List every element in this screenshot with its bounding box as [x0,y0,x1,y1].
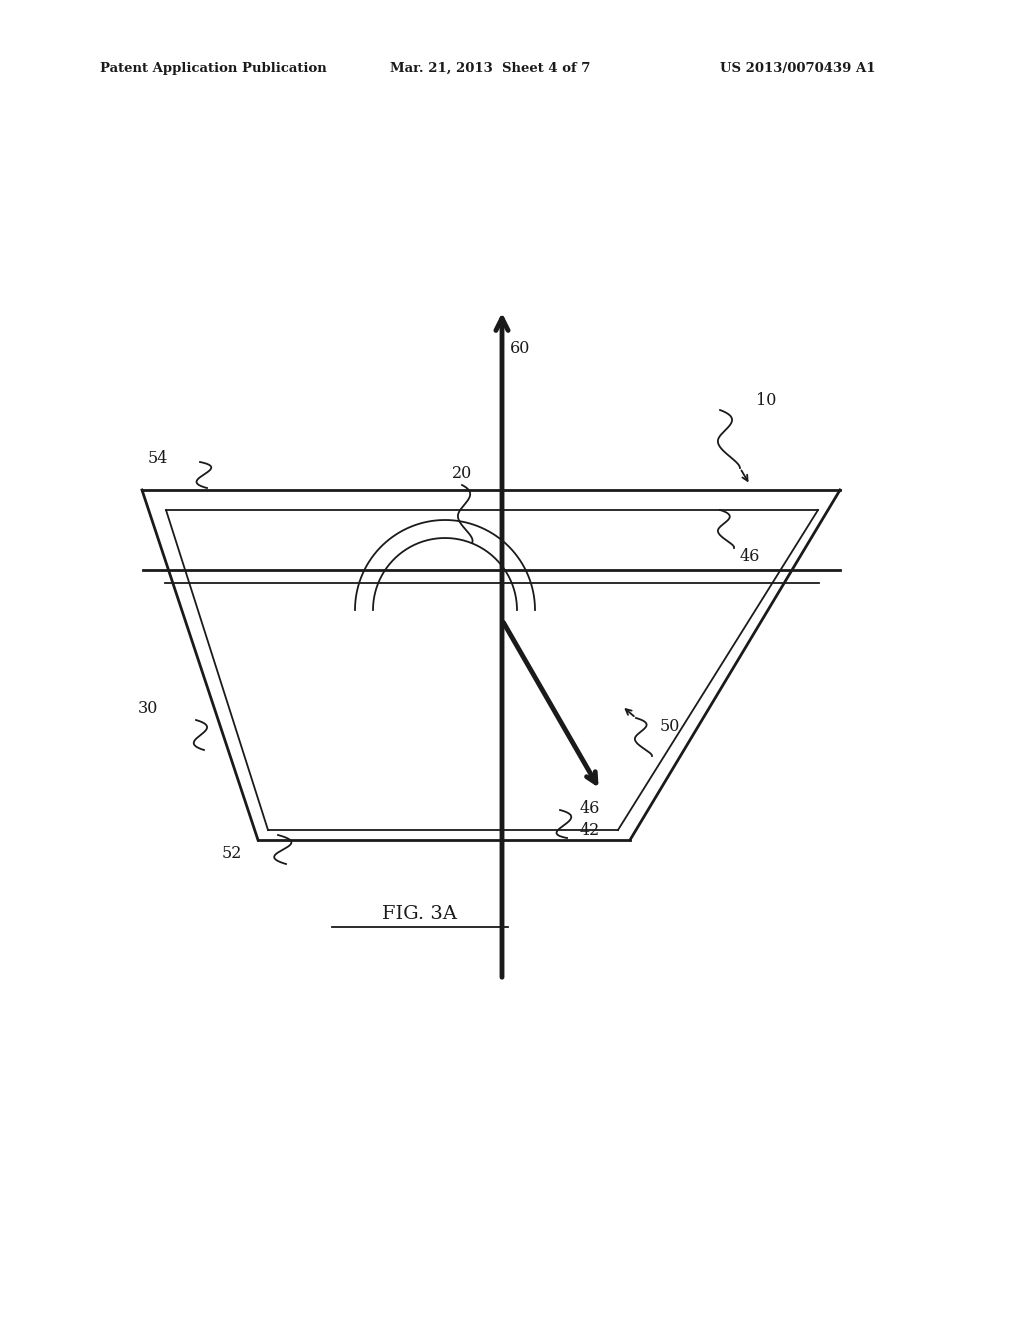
Text: 30: 30 [138,700,159,717]
Text: FIG. 3A: FIG. 3A [383,906,458,923]
Text: 50: 50 [660,718,680,735]
Text: 54: 54 [148,450,168,467]
Text: Patent Application Publication: Patent Application Publication [100,62,327,75]
Text: US 2013/0070439 A1: US 2013/0070439 A1 [720,62,876,75]
Text: 42: 42 [580,822,600,840]
Text: 20: 20 [452,465,472,482]
Text: 46: 46 [740,548,761,565]
Text: 46: 46 [580,800,600,817]
Text: 10: 10 [756,392,776,409]
Text: 60: 60 [510,341,530,356]
Text: 52: 52 [222,845,243,862]
Text: Mar. 21, 2013  Sheet 4 of 7: Mar. 21, 2013 Sheet 4 of 7 [390,62,591,75]
